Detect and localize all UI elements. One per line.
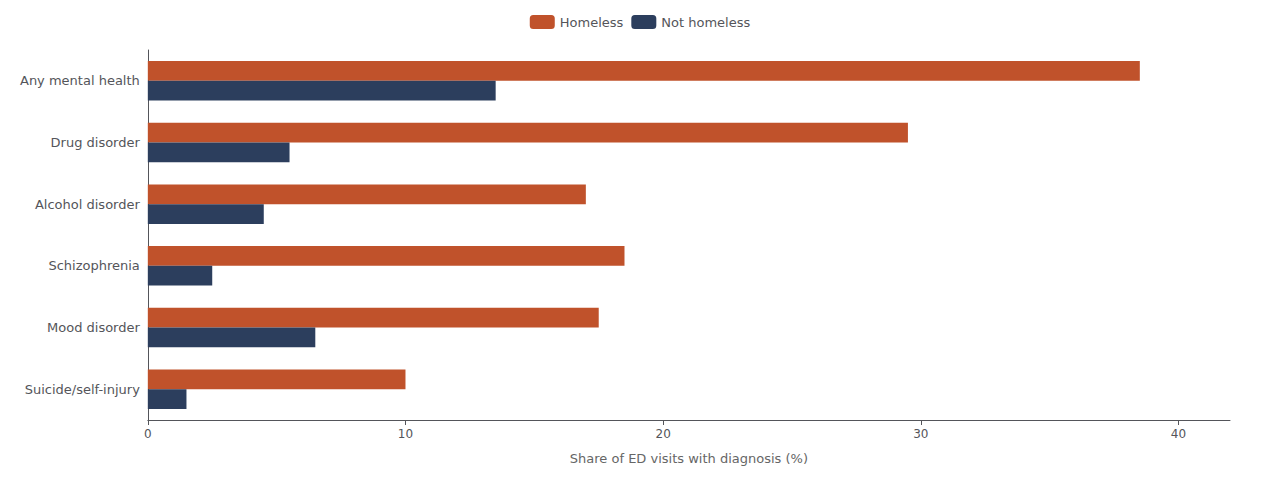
svg-text:Alcohol disorder: Alcohol disorder xyxy=(35,197,140,212)
svg-text:Homeless: Homeless xyxy=(560,15,624,30)
svg-text:20: 20 xyxy=(656,427,671,441)
svg-text:10: 10 xyxy=(398,427,413,441)
svg-text:Suicide/self-injury: Suicide/self-injury xyxy=(25,382,140,397)
svg-text:Schizophrenia: Schizophrenia xyxy=(48,258,139,273)
svg-text:Drug disorder: Drug disorder xyxy=(51,135,141,150)
svg-text:0: 0 xyxy=(144,427,152,441)
svg-text:40: 40 xyxy=(1171,427,1186,441)
svg-text:Not homeless: Not homeless xyxy=(661,15,750,30)
svg-text:Mood disorder: Mood disorder xyxy=(47,320,140,335)
svg-text:30: 30 xyxy=(913,427,928,441)
svg-text:Any mental health: Any mental health xyxy=(20,73,140,88)
svg-text:Share of ED visits with diagno: Share of ED visits with diagnosis (%) xyxy=(570,451,808,466)
